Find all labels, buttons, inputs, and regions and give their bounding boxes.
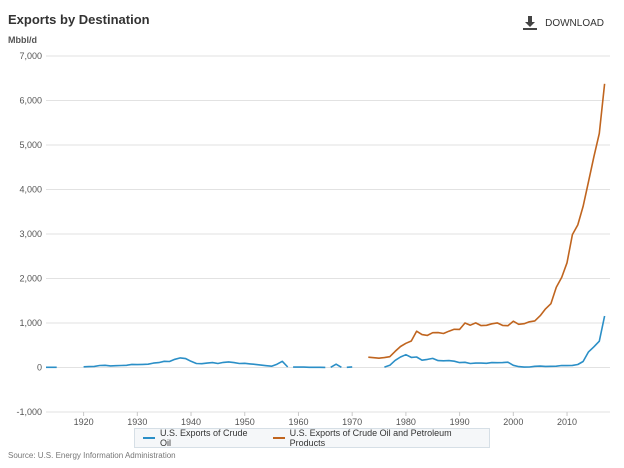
- x-tick-label: 1990: [450, 417, 470, 427]
- x-axis-ticks: 1920 1930 1940 1950 1960 1970 1980 1990 2000 2010: [74, 412, 577, 427]
- download-icon: [523, 16, 538, 30]
- legend-item-crude-and-products[interactable]: U.S. Exports of Crude Oil and Petroleum …: [272, 428, 489, 448]
- series-line-crude-oil[interactable]: [83, 357, 289, 368]
- series-line-crude-oil[interactable]: [384, 315, 606, 368]
- y-tick-label: 4,000: [19, 185, 42, 195]
- y-tick-label: 0: [37, 363, 42, 373]
- legend-label-crude-and-products: U.S. Exports of Crude Oil and Petroleum …: [289, 428, 452, 448]
- source-note: Source: U.S. Energy Information Administ…: [8, 451, 176, 460]
- x-tick-label: 1980: [396, 417, 416, 427]
- x-tick-label: 1960: [288, 417, 308, 427]
- grid-lines: [46, 55, 610, 413]
- chart-legend: U.S. Exports of Crude Oil U.S. Exports o…: [134, 428, 490, 448]
- y-tick-label: -1,000: [16, 407, 42, 417]
- series-lines: [46, 83, 606, 369]
- y-tick-label: 6,000: [19, 96, 42, 106]
- x-tick-label: 1950: [235, 417, 255, 427]
- chart-title: Exports by Destination: [8, 12, 150, 27]
- y-tick-label: 3,000: [19, 229, 42, 239]
- series-line-crude-oil[interactable]: [330, 363, 342, 368]
- legend-label-crude-oil: U.S. Exports of Crude Oil: [159, 428, 248, 448]
- y-tick-label: 1,000: [19, 318, 42, 328]
- x-tick-label: 2010: [557, 417, 577, 427]
- download-label: DOWNLOAD: [545, 17, 604, 29]
- x-tick-label: 1970: [342, 417, 362, 427]
- y-tick-label: 7,000: [19, 51, 42, 61]
- x-tick-label: 2000: [503, 417, 523, 427]
- download-button[interactable]: DOWNLOAD: [523, 16, 604, 30]
- legend-item-crude-oil[interactable]: U.S. Exports of Crude Oil: [143, 428, 261, 448]
- x-tick-label: 1940: [181, 417, 201, 427]
- y-tick-label: 2,000: [19, 274, 42, 284]
- y-axis-unit: Mbbl/d: [8, 35, 37, 45]
- y-tick-label: 5,000: [19, 140, 42, 150]
- legend-swatch-crude-oil: [143, 437, 155, 439]
- y-axis-ticks: -1,000 0 1,000 2,000 3,000 4,000 5,000 6,000 7,0…: [16, 51, 42, 417]
- series-line-crude-and-products[interactable]: [368, 83, 606, 360]
- x-tick-label: 1930: [127, 417, 147, 427]
- legend-swatch-crude-and-products: [272, 437, 285, 439]
- x-tick-label: 1920: [74, 417, 94, 427]
